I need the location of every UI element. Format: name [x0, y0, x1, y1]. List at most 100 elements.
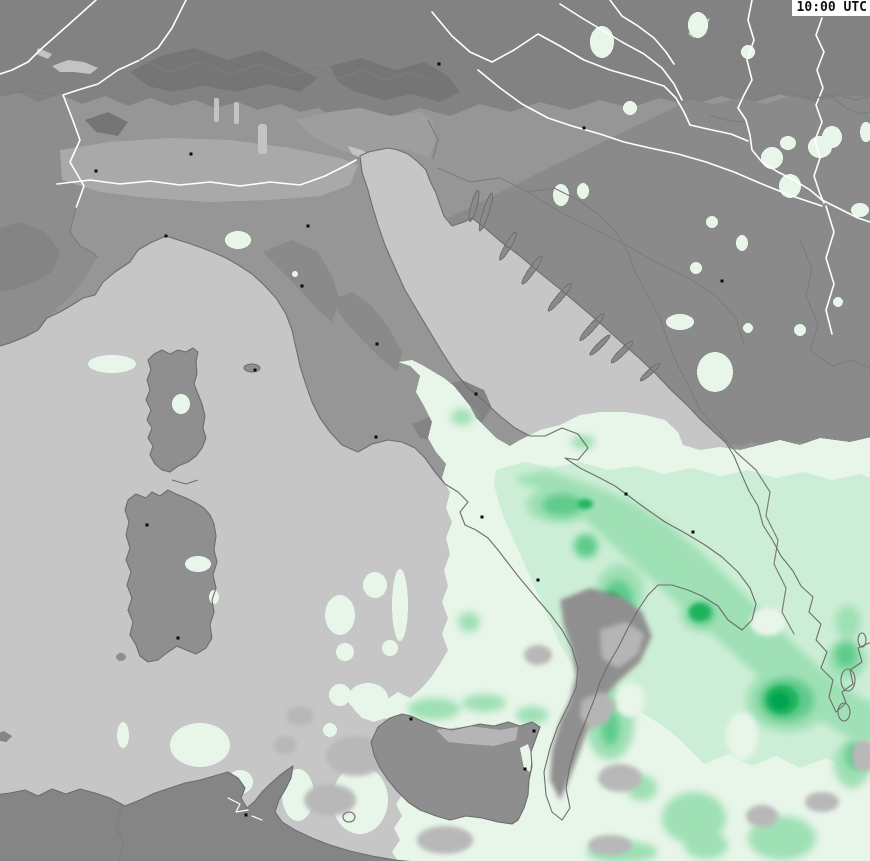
precip-patch-light: [666, 314, 694, 330]
timestamp-badge: 10:00 UTC: [791, 0, 870, 16]
precip-blob-medium: [835, 605, 861, 639]
city-marker: [582, 126, 586, 130]
city-marker: [691, 530, 695, 534]
precip-patch-light: [323, 723, 337, 737]
dalmatian-island: [610, 340, 634, 364]
river-morava: [825, 205, 835, 335]
precip-blob-medium: [684, 831, 728, 859]
precip-blob-medium: [748, 816, 816, 860]
sea-cloud-patch: [273, 736, 297, 754]
sea-cloud-patch: [326, 736, 386, 776]
precip-patch-light: [623, 101, 637, 115]
greek-island-outline: [857, 632, 867, 648]
sardinia-mint-patch: [209, 590, 219, 604]
precip-patch-light: [761, 147, 783, 169]
precip-patch-light: [794, 324, 806, 336]
sulcis-islet: [116, 653, 126, 661]
precip-patch-light: [325, 595, 355, 635]
precip-patch-light: [743, 323, 753, 333]
river-po: [56, 159, 357, 187]
precip-patch-light: [332, 766, 388, 834]
sea-cloud-patch: [286, 706, 314, 726]
precip-blob-core: [770, 692, 790, 710]
alps-ridge-east: [330, 58, 460, 102]
precip-patch-light: [329, 684, 351, 706]
pantelleria-outline: [342, 811, 356, 823]
lake-layer: [36, 18, 710, 160]
precip-blob-medium: [662, 792, 726, 844]
lake-garda: [258, 124, 267, 154]
city-marker: [306, 224, 310, 228]
border-bosnia: [527, 191, 745, 345]
precip-patch-light: [553, 184, 569, 206]
city-marker: [94, 169, 98, 173]
dalmatian-island: [547, 282, 573, 312]
city-marker: [145, 523, 149, 527]
city-marker: [474, 392, 478, 396]
river-mura: [559, 3, 683, 101]
river-inn: [609, 0, 675, 65]
precip-blob-medium: [516, 706, 548, 724]
precip-patch-light: [736, 235, 748, 251]
sea-cloud-patch: [588, 835, 632, 855]
precip-blob-medium: [571, 435, 595, 449]
greek-island-group: [837, 632, 867, 722]
river-danube: [737, 0, 870, 223]
city-marker: [189, 152, 193, 156]
precip-patch-light: [382, 640, 398, 656]
river-layer: [0, 0, 870, 821]
tunis-lagoon-outline: [227, 797, 249, 813]
precip-patch-light: [225, 231, 251, 249]
city-marker-layer: [94, 62, 724, 817]
precip-patch-light: [363, 572, 387, 598]
city-marker: [437, 62, 441, 66]
river-rhone-border: [0, 0, 97, 75]
apennine-ridge: [330, 292, 402, 372]
precip-patch-light: [170, 723, 230, 767]
precip-patch-light: [577, 183, 589, 199]
city-marker: [480, 515, 484, 519]
border-albania-greece: [755, 469, 795, 635]
precip-blob-medium: [462, 694, 506, 712]
precip-patch-light: [282, 769, 314, 821]
corsica-mint-patch: [172, 394, 190, 414]
dalmatian-island: [639, 362, 661, 382]
precip-hole: [726, 712, 758, 760]
dalmatian-island: [468, 190, 480, 222]
river-tisza: [813, 17, 825, 204]
border-macedonia: [811, 351, 870, 369]
lake-como: [234, 102, 239, 124]
dalmatian-island: [579, 312, 605, 342]
precip-patch-light: [336, 643, 354, 661]
border-layer: [0, 59, 870, 861]
greek-island-outline: [837, 702, 851, 722]
dalmatian-island: [521, 255, 543, 285]
dalmatian-island: [589, 334, 611, 356]
precip-blob-medium: [458, 612, 480, 632]
precip-hole: [493, 574, 517, 626]
border-slovenia-italy: [427, 119, 439, 159]
city-marker: [624, 492, 628, 496]
precip-hole: [750, 608, 786, 636]
mint-patch-group: [88, 12, 870, 834]
border-swiss-italy: [139, 59, 429, 81]
city-marker: [375, 342, 379, 346]
dalmatian-island: [478, 192, 494, 232]
city-marker: [244, 813, 248, 817]
alps-ridge-small: [85, 112, 128, 136]
precip-patch-light: [697, 352, 733, 392]
precip-patch-light: [780, 136, 796, 150]
precip-blob-medium: [451, 409, 473, 425]
po-valley: [60, 138, 358, 202]
border-tunisia-algeria: [115, 805, 125, 861]
precip-patch-light: [392, 569, 408, 641]
border-hungary-short: [709, 114, 744, 123]
precip-blob-dark: [689, 603, 711, 621]
precip-patch-light: [833, 297, 843, 307]
precip-patch-light: [88, 355, 136, 373]
precip-patch-light: [688, 12, 708, 38]
precip-blob-strong: [542, 494, 582, 516]
venice-lagoon: [348, 146, 372, 160]
city-marker: [176, 636, 180, 640]
